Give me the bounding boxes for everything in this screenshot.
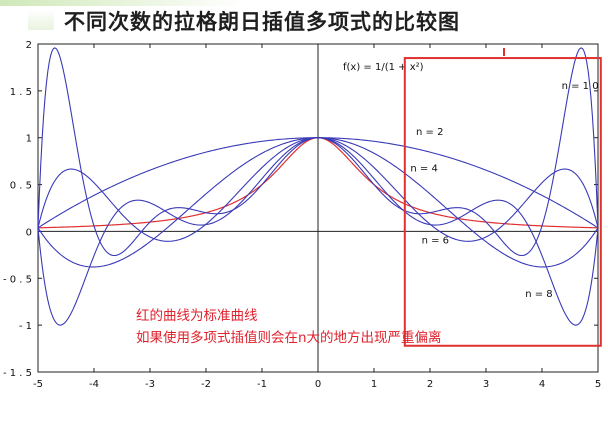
slide-title: 不同次数的拉格朗日插值多项式的比较图 [64,10,460,34]
function-label: f(x) = 1/(1 + x²) [343,62,424,73]
x-tick-label: -4 [89,379,99,390]
highlight-box [403,57,602,347]
curves-layer [38,47,598,326]
y-tick-label: 0 [26,227,32,238]
top-accent-bar [0,0,608,6]
lagrange-curve-n10 [38,47,598,257]
x-tick-label: 4 [539,379,545,390]
curve-label-n2: n = 2 [416,127,443,138]
axes-layer [37,43,599,373]
curve-label-n10: n = 1 0 [562,81,599,92]
x-tick-label: -5 [33,379,43,390]
x-tick-label: -1 [257,379,267,390]
note-standard-curve: 红的曲线为标准曲线 [136,308,258,324]
y-tick-label: 2 [26,40,32,51]
y-tick-label: 1 . 5 [10,87,32,98]
labels-layer: -5 -4 -3 -2 -1 0 1 2 3 4 5 - 1 . 5 - 1 - 0 . 5 0 0 . 5 1… [3,40,601,390]
y-tick-label: - 1 [19,321,32,332]
note-deviation-warning: 如果使用多项式插值则会在n大的地方出现严重偏离 [136,330,442,346]
y-tick-label: 0 . 5 [10,181,32,192]
y-tick-label: 1 [26,134,32,145]
x-tick-label: 3 [483,379,489,390]
curve-label-n4: n = 4 [410,163,437,174]
y-tick-label: - 0 . 5 [3,274,32,285]
x-tick-label: 2 [427,379,433,390]
x-tick-label: 5 [595,379,601,390]
small-red-marker [503,48,505,56]
curve-label-n6: n = 6 [422,236,449,247]
slide-bullet-decoration [28,10,54,30]
x-tick-label: -3 [145,379,155,390]
x-tick-label: 0 [315,379,321,390]
x-tick-label: -2 [201,379,211,390]
y-tick-label: - 1 . 5 [3,368,32,379]
x-tick-label: 1 [371,379,377,390]
curve-label-n8: n = 8 [525,289,552,300]
